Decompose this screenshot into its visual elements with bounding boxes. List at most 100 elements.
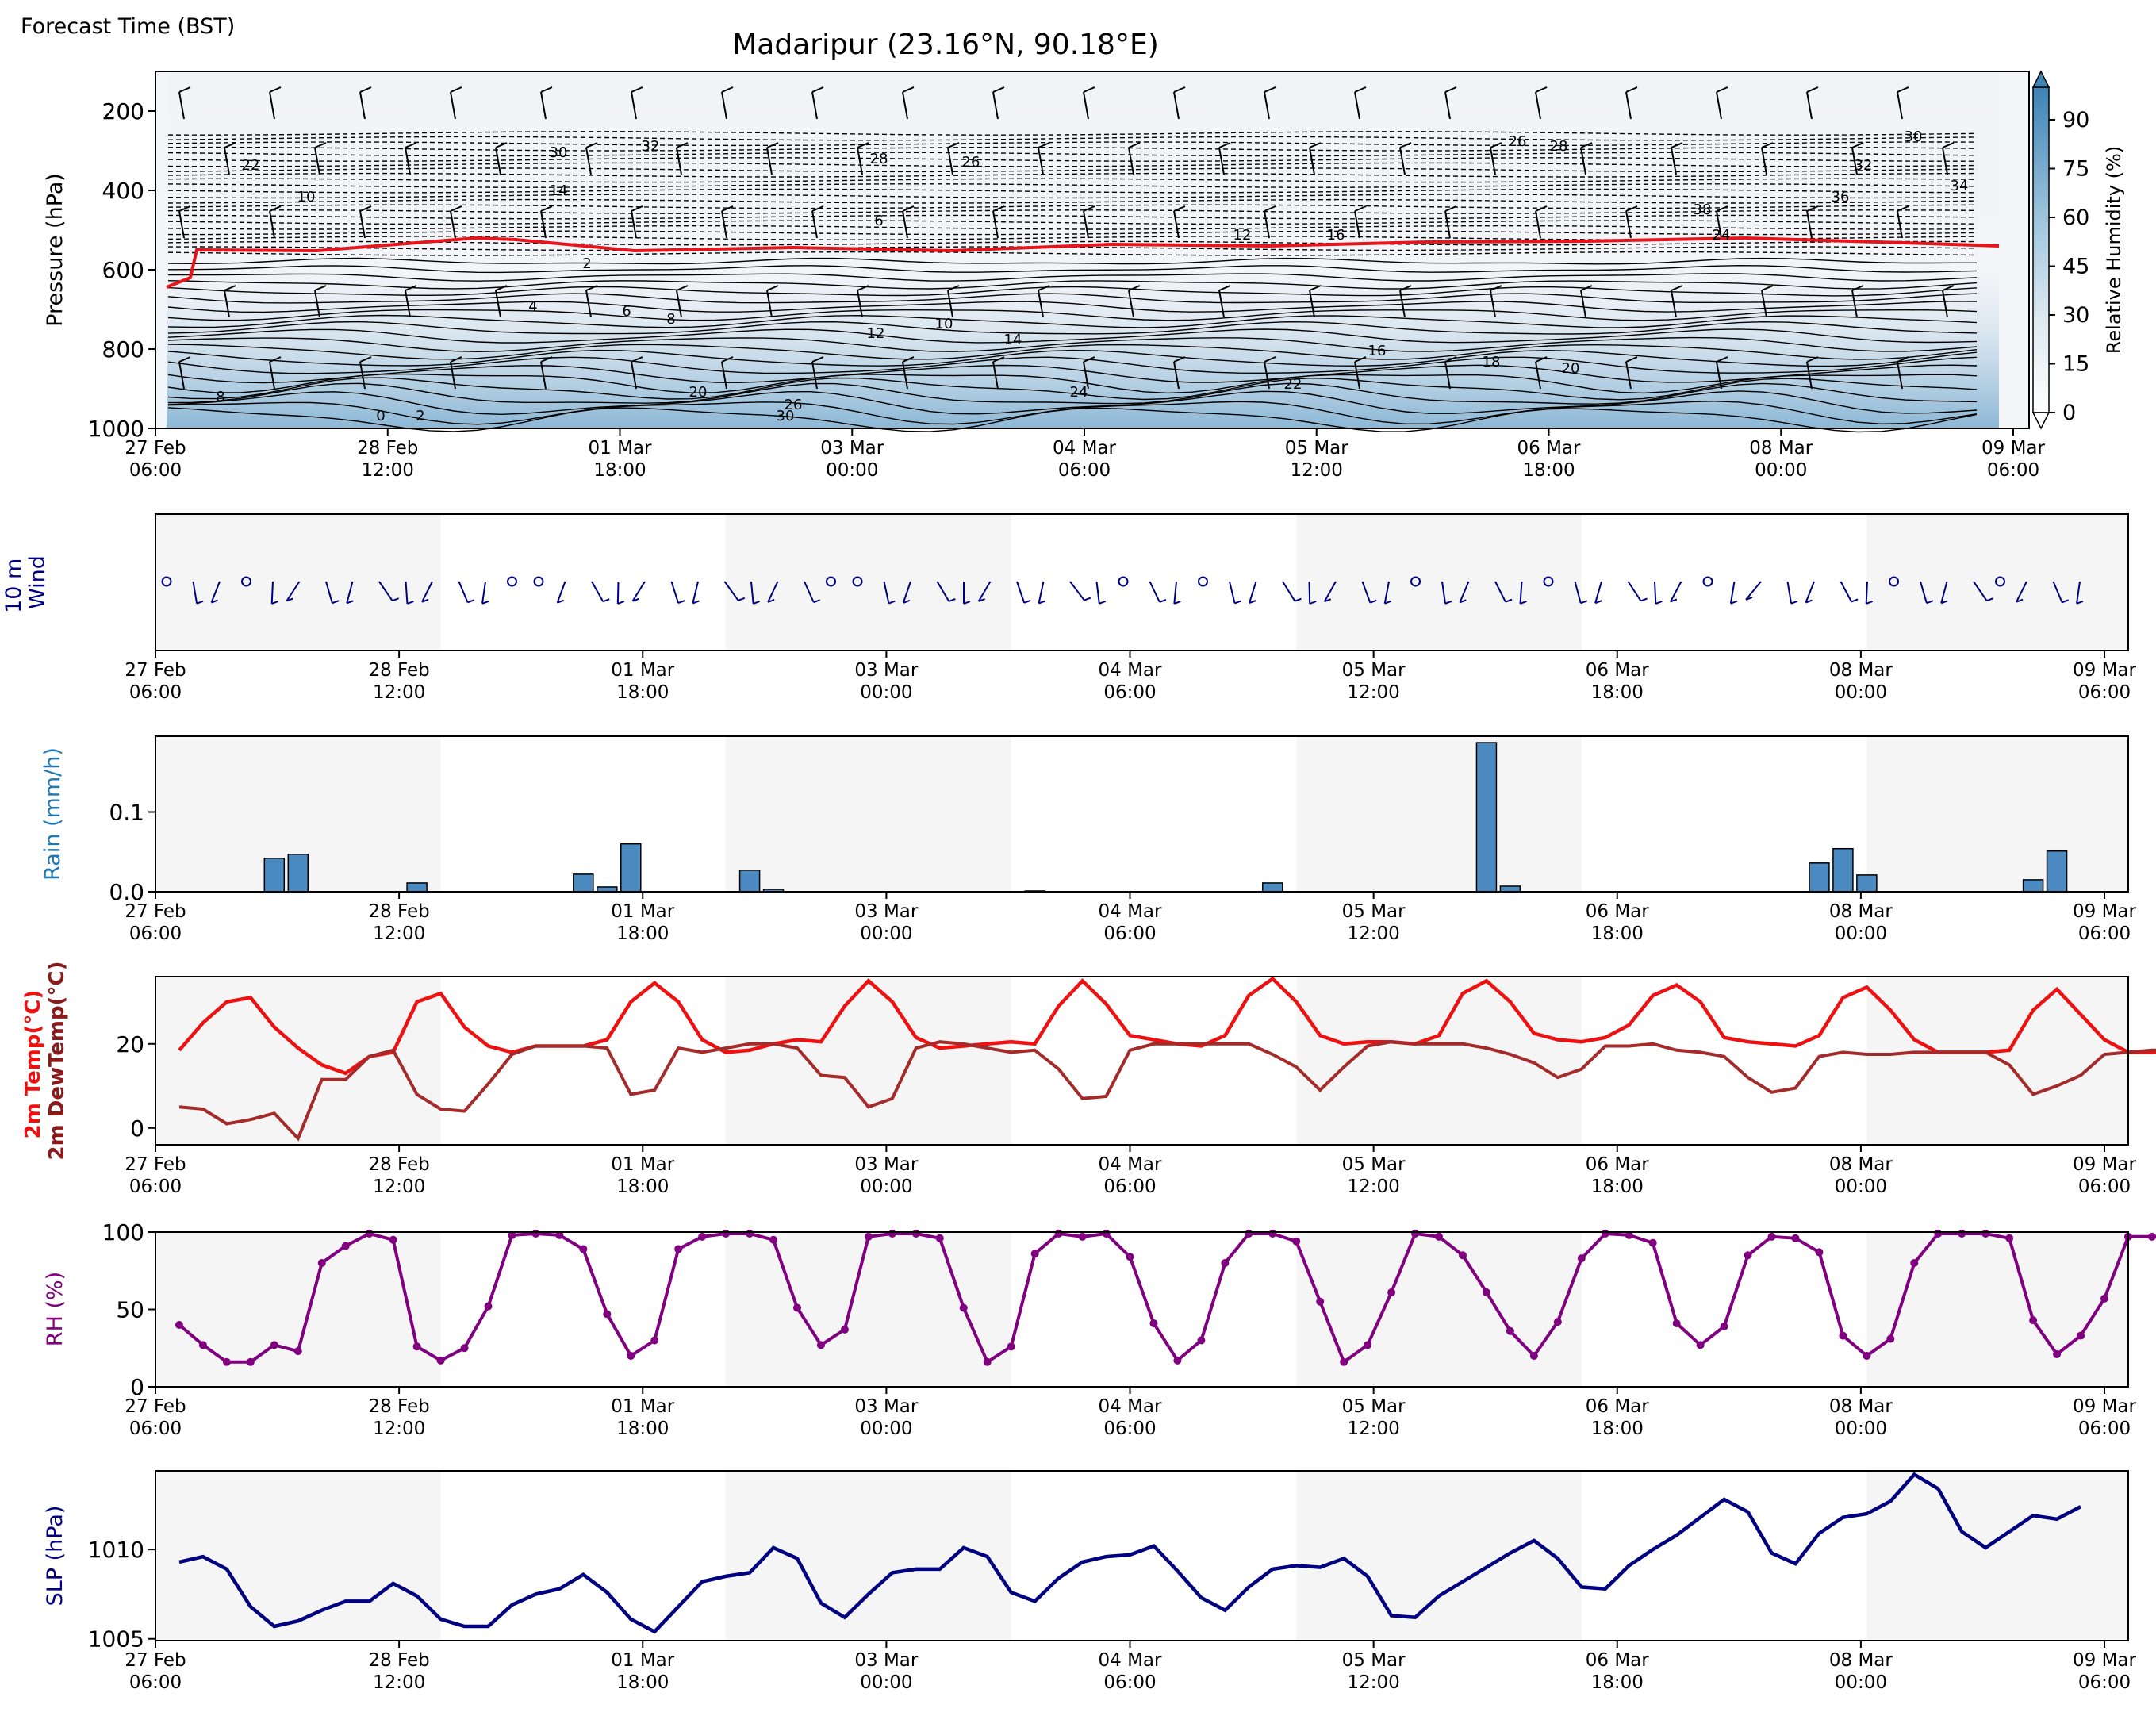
humidity-marker [1863, 1352, 1871, 1360]
time-tick-label: 12:00 [373, 1672, 425, 1693]
surface-wind-barb [1441, 581, 1446, 604]
wind-barb-flag [766, 142, 779, 148]
dashed-contour [167, 131, 1978, 136]
colorbar-tick-label: 45 [2062, 255, 2089, 279]
wind-barb-flag [1173, 86, 1186, 93]
night-band [1296, 1471, 1582, 1641]
humidity-marker [1435, 1232, 1444, 1241]
contour-label: 16 [1368, 343, 1387, 359]
cross-section-frame [155, 71, 2030, 429]
wind-barb [450, 91, 456, 120]
surface-wind-barb [670, 581, 680, 604]
humidity-line [178, 1231, 2156, 1365]
y-tick-label: 0 [130, 1374, 144, 1400]
wind-barb [1038, 290, 1044, 318]
wind-barb-flag [992, 356, 1005, 363]
time-tick-label: 06:00 [2078, 1418, 2131, 1439]
wind-barb-flag [1625, 205, 1638, 212]
rain-bar [287, 854, 309, 893]
wind-barb [1761, 290, 1767, 318]
wind-barb [811, 210, 818, 239]
pressure-frame [155, 1470, 2129, 1641]
rain-axis: 0.0 0.1 [109, 799, 155, 905]
surface-wind-barb [270, 581, 274, 605]
humidity-marker [603, 1310, 612, 1319]
wind-barb [178, 91, 185, 120]
time-tick-label: 12:00 [373, 923, 425, 944]
surface-wind-barb-flag [481, 600, 489, 605]
wind-barb-flag [1851, 142, 1864, 148]
time-tick-label: 12:00 [1347, 1177, 1399, 1197]
wind-barb-flag [1897, 205, 1909, 212]
humidity-marker [2053, 1350, 2062, 1359]
rain-bar [2046, 850, 2068, 893]
wind-barb [631, 91, 637, 120]
humidity-marker [365, 1229, 374, 1238]
night-band [1866, 1471, 2128, 1641]
wind-barb [405, 290, 411, 318]
wind-barb [1399, 147, 1406, 175]
time-tick-label: 06:00 [129, 923, 182, 944]
y-tick-label: 0.1 [109, 799, 144, 825]
night-band [1866, 514, 2128, 651]
solid-contour [167, 286, 1978, 297]
contour-label: 12 [867, 325, 885, 342]
humidity-marker [1720, 1322, 1728, 1330]
time-tick-label: 06 Mar [1586, 1154, 1650, 1175]
wind-barb [224, 147, 230, 175]
time-tick-label: 06:00 [129, 1418, 182, 1439]
surface-wind-label-line-1: 10 m [2, 559, 26, 613]
time-tick-label: 28 Feb [368, 660, 429, 681]
wind-barb-flag [1535, 205, 1548, 212]
dashed-contour [167, 146, 1978, 152]
y-tick-label: 1005 [88, 1626, 144, 1653]
night-band [726, 977, 1011, 1145]
surface-wind-barb-flag [1324, 598, 1332, 603]
dashed-contour [167, 240, 1978, 246]
wind-barb [766, 290, 773, 318]
wind-barb-flag [1625, 86, 1638, 93]
surface-wind-barb [1282, 581, 1296, 602]
wind-barb [1128, 147, 1134, 175]
surface-wind-barb-flag [1851, 598, 1859, 603]
time-tick-label: 00:00 [1835, 1418, 1887, 1439]
surface-wind-barb [1459, 581, 1470, 603]
rain-frame [155, 735, 2129, 893]
wind-barb-flag [1806, 356, 1819, 363]
time-tick-label: 03 Mar [854, 1396, 919, 1417]
wind-barb-flag [1761, 285, 1774, 291]
dashed-contour [167, 141, 1978, 147]
surface-wind-barb [1229, 581, 1236, 604]
solid-contour [167, 349, 1978, 367]
humidity-marker [341, 1242, 350, 1250]
wind-barb [1444, 91, 1451, 120]
rain-bar [1475, 742, 1498, 893]
time-tick-label: 05 Mar [1342, 660, 1406, 681]
solid-contour [167, 390, 1978, 416]
humidity-marker [1910, 1259, 1919, 1267]
night-band [1866, 736, 2128, 892]
humidity-marker [317, 1259, 326, 1267]
night-band [155, 1471, 441, 1641]
wind-barb-flag [1399, 285, 1412, 291]
surface-wind-barb [1805, 581, 1815, 603]
calm-wind-circle [826, 576, 836, 587]
wind-barb [1625, 91, 1632, 120]
surface-wind-barb-flag [963, 601, 971, 605]
surface-wind-barb [1361, 581, 1371, 604]
surface-wind-barb [2016, 581, 2027, 603]
humidity-marker [2100, 1294, 2108, 1303]
humidity-axis: 0 50 100 [102, 1219, 155, 1400]
time-tick-label: 04 Mar [1099, 660, 1163, 681]
surface-wind-barb-flag [467, 599, 474, 604]
wind-barb [450, 361, 456, 390]
humidity-marker [1126, 1253, 1134, 1261]
wind-barb [495, 290, 501, 318]
wind-barb [631, 361, 637, 390]
wind-barb-flag [721, 86, 734, 93]
surface-wind-barb-flag [1940, 600, 1948, 605]
calm-wind-circle [1702, 576, 1713, 587]
wind-barb-flag [450, 86, 462, 93]
wind-barb [495, 147, 501, 175]
surface-wind-barb-flag [392, 597, 400, 602]
